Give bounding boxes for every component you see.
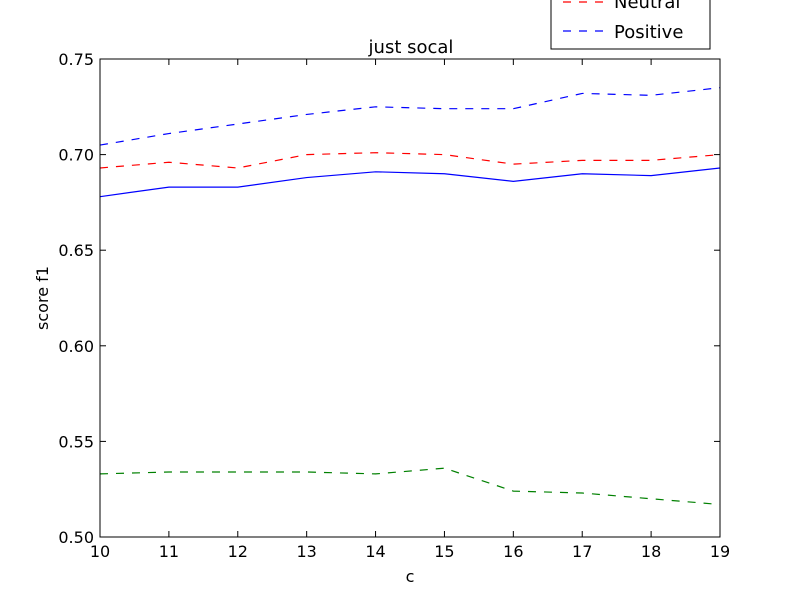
series-line-neutral <box>99 152 721 169</box>
x-tick-label: 15 <box>434 542 454 561</box>
legend-box <box>550 0 711 50</box>
series-layer <box>99 87 721 506</box>
y-tick-label: 0.60 <box>58 337 94 356</box>
x-tick-label: 17 <box>572 542 592 561</box>
x-tick-label: 18 <box>641 542 661 561</box>
y-tick-label: 0.65 <box>58 241 94 260</box>
x-tick-label: 12 <box>228 542 248 561</box>
x-tick-label: 13 <box>296 542 316 561</box>
x-tick-label: 19 <box>710 542 730 561</box>
legend: Neutral Positive <box>550 0 711 50</box>
legend-label-neutral: Neutral <box>614 0 680 13</box>
series-line-series-1 <box>99 167 721 198</box>
x-tick-label: 10 <box>90 542 110 561</box>
x-axis-title: c <box>406 567 415 586</box>
legend-label-positive: Positive <box>614 22 683 43</box>
ticks-layer: 10 11 12 13 14 15 16 17 18 19 0.50 0.55 0.60 0.65 0.70… <box>58 50 730 561</box>
y-tick-label: 0.70 <box>58 146 94 165</box>
x-tick-label: 11 <box>159 542 179 561</box>
y-axis-title: score f1 <box>33 266 52 330</box>
series-line-series-2 <box>99 467 721 506</box>
y-tick-label: 0.75 <box>58 50 94 69</box>
x-tick-label: 16 <box>503 542 523 561</box>
y-tick-label: 0.55 <box>58 432 94 451</box>
y-tick-label: 0.50 <box>58 528 94 547</box>
chart-title: just socal <box>368 37 454 58</box>
plot-frame <box>99 58 721 538</box>
x-tick-label: 14 <box>365 542 385 561</box>
